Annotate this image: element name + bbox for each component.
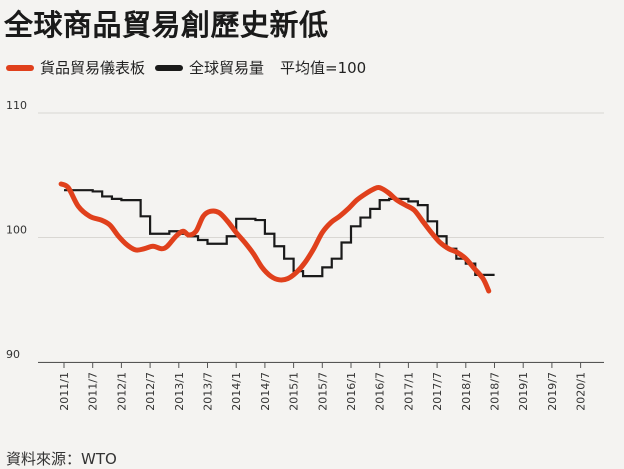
legend-label-volume: 全球貿易量 [189, 59, 265, 77]
x-tick-label-11: 2016/7 [374, 372, 387, 411]
x-tick-label-16: 2019/1 [517, 372, 530, 411]
x-tick-label-7: 2014/7 [259, 372, 272, 411]
x-tick-label-8: 2015/1 [288, 372, 301, 411]
x-tick-label-3: 2012/7 [144, 372, 157, 411]
chart-title: 全球商品貿易創歷史新低 [4, 8, 329, 42]
x-tick-label-0: 2011/1 [58, 372, 71, 411]
series-line-volume [64, 189, 495, 278]
legend-swatch-volume [155, 64, 184, 71]
x-tick-label-4: 2013/1 [173, 372, 186, 411]
legend-swatch-barometer [6, 64, 34, 71]
x-tick-label-18: 2020/1 [575, 372, 588, 411]
x-tick-label-6: 2014/1 [230, 372, 243, 411]
x-tick-label-2: 2012/1 [115, 372, 128, 411]
source-note: 資料來源：WTO [6, 450, 117, 468]
x-tick-label-12: 2017/1 [402, 372, 415, 411]
x-tick-label-5: 2013/7 [202, 372, 215, 411]
y-tick-label-110: 110 [6, 99, 27, 112]
x-tick-label-1: 2011/7 [87, 372, 100, 411]
x-tick-label-14: 2018/1 [460, 372, 473, 411]
legend-item-volume: 全球貿易量 [155, 57, 264, 78]
y-tick-label-100: 100 [6, 224, 27, 237]
legend: 貨品貿易儀表板 全球貿易量 平均值=100 [6, 57, 366, 78]
x-tick-label-17: 2019/7 [546, 372, 559, 411]
x-tick-label-9: 2015/7 [316, 372, 329, 411]
x-tick-label-13: 2017/7 [431, 372, 444, 411]
legend-label-barometer: 貨品貿易儀表板 [40, 59, 146, 77]
y-tick-label-90: 90 [6, 348, 20, 361]
legend-note-average: 平均值=100 [280, 59, 367, 77]
x-tick-label-15: 2018/7 [489, 372, 502, 411]
legend-item-barometer: 貨品貿易儀表板 [6, 57, 145, 78]
x-tick-label-10: 2016/1 [345, 372, 358, 411]
series-line-barometer [58, 181, 492, 294]
